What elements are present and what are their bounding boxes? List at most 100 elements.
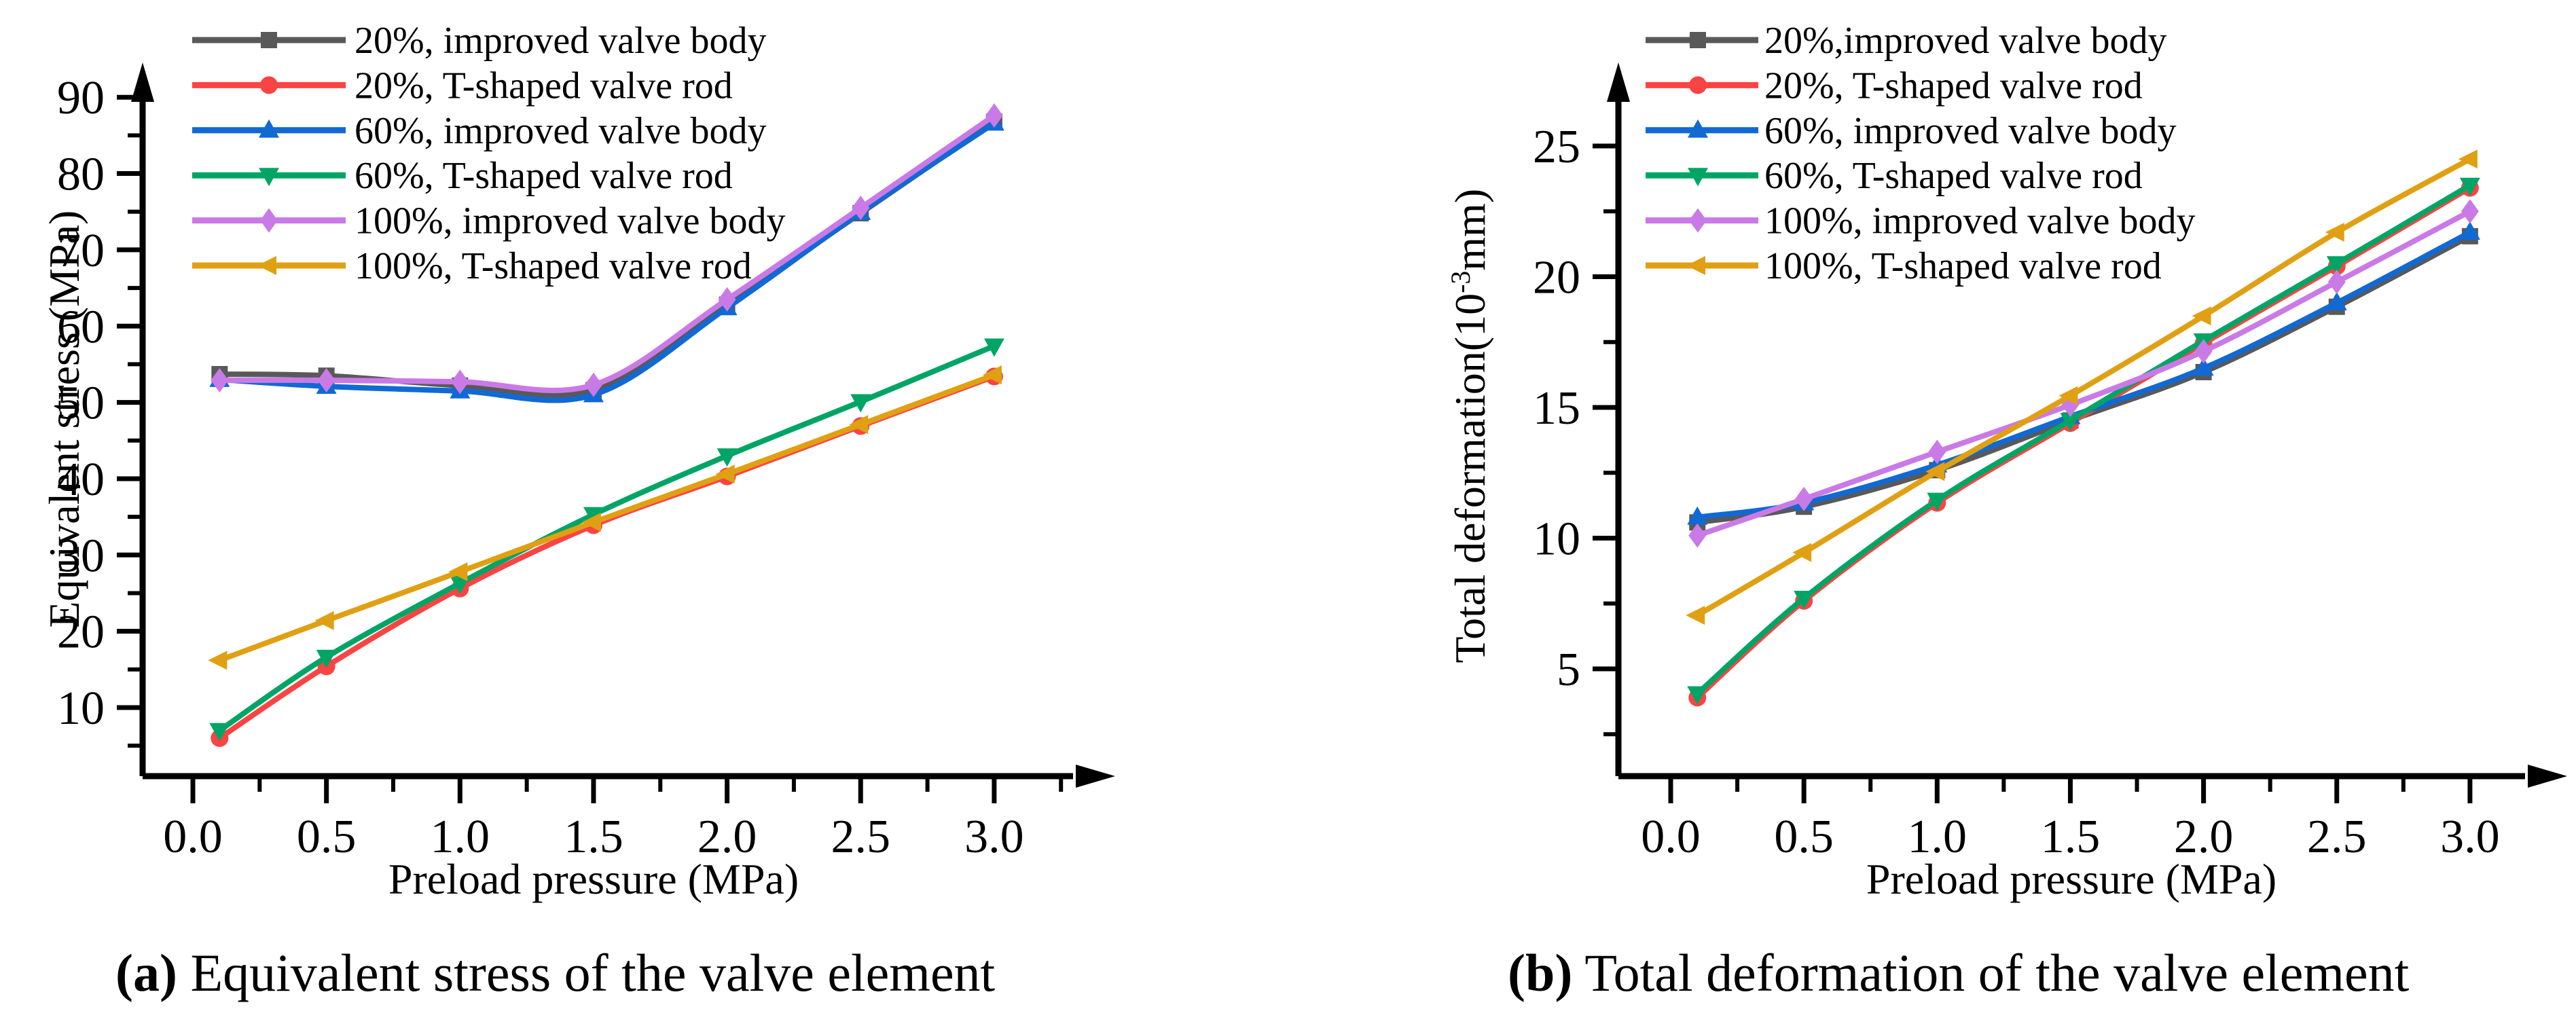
- y-tick-label: 15: [1533, 382, 1580, 435]
- data-point-triangle-down: [2060, 413, 2081, 432]
- data-point-triangle-down: [1794, 591, 1815, 610]
- legend-label: 100%, improved valve body: [355, 200, 786, 242]
- x-tick-label: 1.0: [1908, 811, 1967, 863]
- data-point-triangle-left: [849, 415, 869, 435]
- y-tick-label: 40: [57, 454, 105, 506]
- data-point-triangle-down: [983, 338, 1004, 357]
- data-point-triangle-down: [209, 723, 230, 742]
- caption-a: (a) Equivalent stress of the valve eleme…: [115, 943, 996, 1002]
- legend-marker-triangle-down: [259, 168, 279, 187]
- data-point-triangle-up: [2326, 292, 2347, 310]
- x-axis-arrow-icon: [2528, 765, 2567, 788]
- legend-marker-triangle-up: [1688, 119, 1708, 138]
- x-tick-label: 2.0: [2174, 811, 2234, 863]
- data-point-diamond: [1795, 486, 1813, 511]
- y-tick-label: 5: [1557, 644, 1580, 696]
- data-point-triangle-left: [581, 512, 601, 532]
- data-point-diamond: [451, 369, 469, 395]
- legend-label: 20%, improved valve body: [355, 20, 767, 62]
- y-tick-label: 20: [1533, 252, 1580, 304]
- data-point-triangle-down: [583, 507, 604, 526]
- data-point-triangle-left: [2325, 223, 2344, 242]
- data-point-triangle-down: [1927, 492, 1948, 511]
- legend-marker-circle: [260, 76, 278, 94]
- legend-marker-triangle-down: [1688, 168, 1708, 187]
- x-tick-label: 0.0: [163, 811, 223, 863]
- x-axis-title-a: Preload pressure (MPa): [388, 855, 799, 903]
- data-point-triangle-up: [2193, 357, 2214, 376]
- y-tick-label: 80: [57, 149, 105, 201]
- data-point-triangle-down: [2459, 177, 2480, 196]
- legend-marker-square: [1690, 32, 1706, 48]
- legend-label: 100%, T-shaped valve rod: [1764, 245, 2162, 287]
- data-point-triangle-left: [2458, 149, 2478, 169]
- legend-marker-triangle-left: [1686, 256, 1705, 275]
- y-tick-label: 50: [57, 378, 105, 430]
- data-point-triangle-left: [1925, 462, 1945, 481]
- x-axis-title-b: Preload pressure (MPa): [1866, 855, 2277, 903]
- x-tick-label: 2.5: [2307, 811, 2367, 863]
- x-axis-arrow-icon: [1076, 765, 1115, 788]
- data-point-diamond: [317, 368, 335, 393]
- y-axis-title-b: Total deformation(10-3mm): [1445, 188, 1495, 663]
- x-tick-label: 0.5: [297, 811, 357, 863]
- legend-label: 100%, improved valve body: [1764, 200, 2196, 242]
- x-tick-label: 3.0: [964, 811, 1024, 863]
- data-point-triangle-down: [316, 649, 337, 668]
- data-point-diamond: [584, 372, 602, 397]
- legend-label: 60%, T-shaped valve rod: [355, 155, 733, 197]
- data-point-triangle-left: [2192, 306, 2211, 326]
- x-tick-label: 1.5: [2041, 811, 2101, 863]
- data-point-triangle-left: [1792, 543, 1812, 562]
- legend-marker-diamond: [1689, 208, 1707, 233]
- series-line: [217, 343, 997, 733]
- data-point-diamond: [985, 103, 1003, 128]
- data-point-triangle-left: [208, 651, 228, 670]
- legend-marker-diamond: [260, 208, 278, 233]
- y-tick-label: 10: [57, 682, 105, 735]
- data-point-triangle-up: [2459, 221, 2480, 240]
- y-tick-label: 70: [57, 225, 105, 277]
- data-point-diamond: [2327, 270, 2346, 295]
- data-point-triangle-left: [715, 464, 735, 484]
- x-tick-label: 0.5: [1774, 811, 1834, 863]
- y-tick-label: 90: [57, 72, 105, 124]
- legend-label: 60%, T-shaped valve rod: [1764, 155, 2143, 197]
- y-axis-arrow-icon: [131, 62, 154, 102]
- data-point-triangle-down: [2326, 256, 2347, 275]
- legend-label: 60%, improved valve body: [1764, 110, 2177, 152]
- data-point-diamond: [211, 368, 229, 393]
- data-point-triangle-left: [982, 365, 1002, 385]
- data-point-triangle-down: [850, 394, 871, 413]
- x-tick-label: 1.5: [564, 811, 623, 863]
- y-tick-label: 25: [1533, 121, 1580, 173]
- data-point-triangle-left: [314, 610, 334, 630]
- data-point-diamond: [1688, 523, 1707, 548]
- data-point-triangle-down: [450, 575, 471, 594]
- y-axis-arrow-icon: [1607, 62, 1630, 102]
- data-point-diamond: [1928, 439, 1946, 464]
- y-tick-label: 20: [57, 606, 105, 659]
- data-point-triangle-down: [1687, 686, 1708, 705]
- data-point-diamond: [718, 287, 736, 312]
- legend-label: 60%, improved valve body: [355, 110, 767, 152]
- legend-marker-square: [261, 32, 277, 48]
- panel-a-plot: 10 20 30 40 50 60 70 80 90 0.0 0.5 1.0 1.5 2.0 2.5 3.0 2…: [57, 20, 1115, 863]
- legend-label: 100%, T-shaped valve rod: [355, 245, 752, 287]
- x-tick-label: 2.5: [831, 811, 891, 863]
- caption-b: (b) Total deformation of the valve eleme…: [1508, 943, 2410, 1002]
- legend-label: 20%, T-shaped valve rod: [1764, 65, 2143, 107]
- data-point-triangle-left: [1686, 606, 1705, 625]
- x-tick-label: 2.0: [697, 811, 757, 863]
- y-tick-label: 30: [57, 530, 105, 582]
- data-point-triangle-up: [1687, 506, 1708, 525]
- data-point-triangle-down: [716, 448, 738, 467]
- x-tick-label: 1.0: [431, 811, 490, 863]
- legend-marker-triangle-up: [259, 119, 279, 138]
- data-point-triangle-left: [448, 562, 468, 582]
- panel-b-plot: 5 10 15 20 25 0.0 0.5 1.0 1.5 2.0 2.5 3.0 20%,improv…: [1533, 20, 2567, 863]
- data-point-diamond: [2461, 199, 2479, 224]
- legend-label: 20%,improved valve body: [1764, 20, 2167, 62]
- series-line: [217, 373, 997, 741]
